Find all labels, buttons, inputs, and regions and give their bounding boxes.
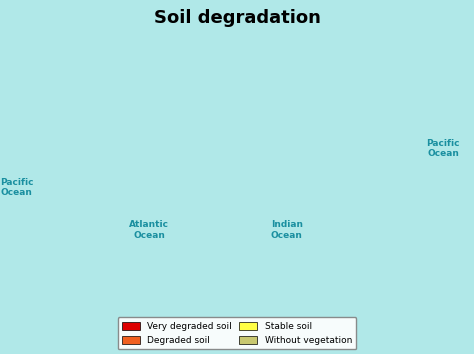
Legend: Very degraded soil, Degraded soil, Stable soil, Without vegetation: Very degraded soil, Degraded soil, Stabl… xyxy=(118,317,356,349)
Text: Pacific
Ocean: Pacific Ocean xyxy=(427,139,460,158)
Text: Soil degradation: Soil degradation xyxy=(154,9,320,27)
Text: Atlantic
Ocean: Atlantic Ocean xyxy=(129,221,169,240)
Text: Indian
Ocean: Indian Ocean xyxy=(271,221,303,240)
Text: Pacific
Ocean: Pacific Ocean xyxy=(0,178,33,197)
